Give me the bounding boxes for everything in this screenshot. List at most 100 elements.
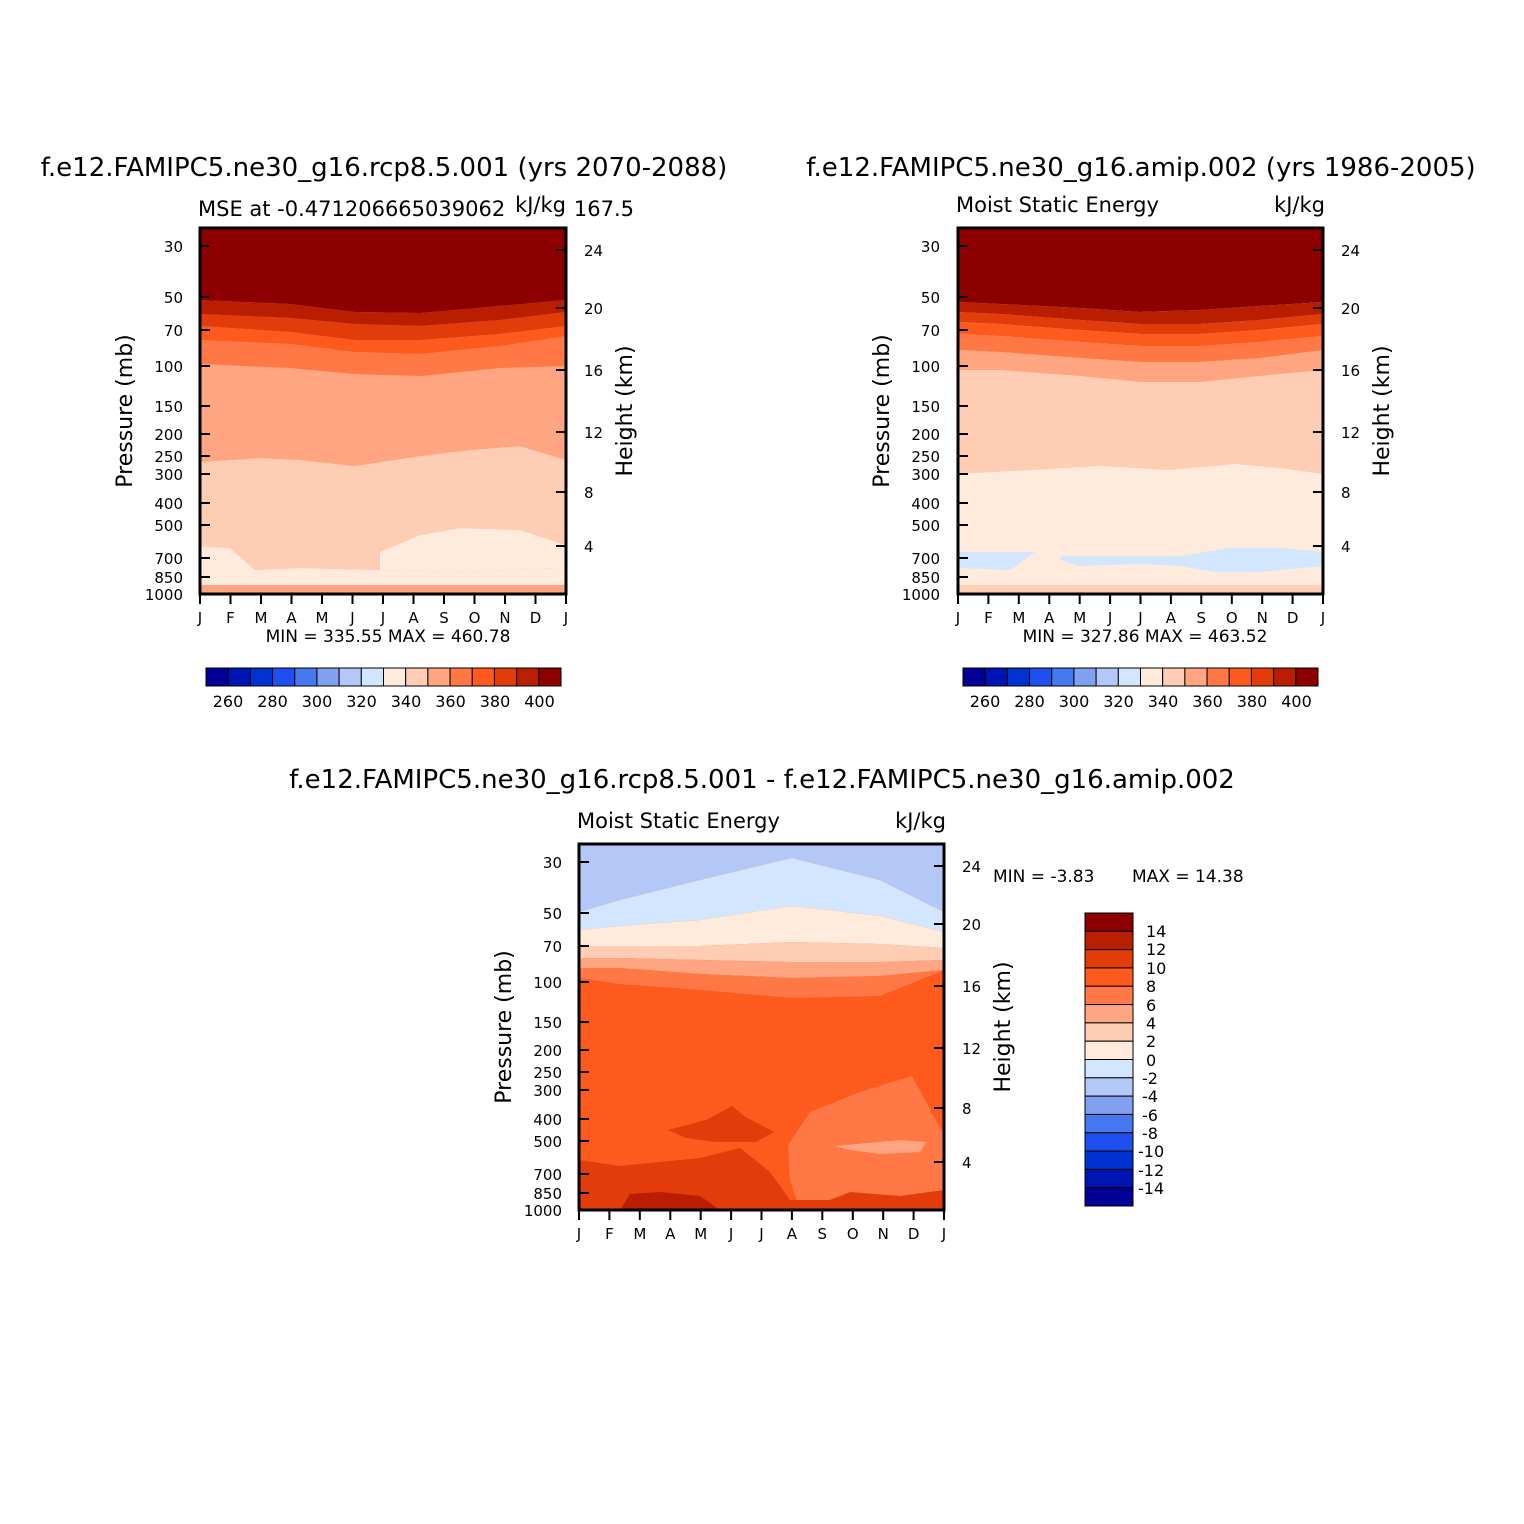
colorbar-cell (1084, 1187, 1134, 1207)
y-tick-700: 700 (154, 550, 183, 568)
height-tick-12: 12 (962, 1040, 981, 1058)
band-ge360 (958, 350, 1323, 382)
colorbar-labels: 260 280 300 320 340 360 380 400 (970, 692, 1312, 711)
colorbar-label: -12 (1138, 1161, 1164, 1180)
height-tick-8: 8 (584, 484, 594, 502)
y-tick-400: 400 (154, 495, 183, 513)
panel-title: f.e12.FAMIPC5.ne30_g16.rcp8.5.001 (yrs 2… (41, 153, 728, 183)
colorbar-cell (1084, 1040, 1134, 1060)
colorbar-cell (272, 667, 296, 687)
band-ge0 (579, 906, 944, 948)
y-tick-30: 30 (921, 238, 940, 256)
colorbar-label: 360 (1192, 692, 1223, 711)
x-tick-nov: N (878, 1225, 889, 1243)
y-tick-70: 70 (543, 938, 562, 956)
panel-subtitle-left: MSE at -0.471206665039062 (198, 197, 505, 221)
x-tick-may: M (694, 1225, 707, 1243)
band-ge8-inner-east (835, 1140, 926, 1154)
y-tick-50: 50 (164, 289, 183, 307)
y-tick-250: 250 (533, 1064, 562, 1082)
colorbar-label: -8 (1142, 1124, 1158, 1143)
y-axis-label: Pressure (mb) (492, 950, 517, 1104)
colorbar-cell (493, 667, 518, 687)
y-tick-30: 30 (164, 238, 183, 256)
colorbar-cell (962, 667, 986, 687)
colorbar-cell (538, 667, 562, 687)
colorbar-cell (1084, 985, 1134, 1006)
colorbar-cell (1084, 1077, 1134, 1097)
y-axis-left: 30 50 70 100 150 200 250 300 400 500 700… (145, 238, 210, 604)
height-tick-4: 4 (584, 538, 594, 556)
colorbar-cell (294, 667, 318, 687)
height-tick-8: 8 (962, 1100, 972, 1118)
colorbar-cell (1029, 667, 1053, 687)
panel-subtitle-overlap: 167.5 (574, 197, 634, 221)
y-tick-50: 50 (921, 289, 940, 307)
y-tick-400: 400 (911, 495, 940, 513)
band-lt-2 (579, 844, 944, 912)
y-tick-300: 300 (533, 1082, 562, 1100)
band-lt340-b (1060, 548, 1323, 572)
x-tick-jan: J (955, 609, 960, 627)
x-axis: J F M A M J J A S O N D J (576, 1210, 946, 1243)
colorbar-cell (1228, 667, 1252, 687)
x-tick-feb: F (226, 609, 235, 627)
colorbar-cell (227, 667, 251, 687)
panel-subtitle-units: kJ/kg (515, 193, 566, 217)
height-tick-16: 16 (962, 978, 981, 996)
colorbar (962, 667, 1319, 687)
height-tick-12: 12 (584, 424, 603, 442)
y-tick-500: 500 (154, 517, 183, 535)
colorbar-label: 260 (213, 692, 244, 711)
y-tick-1000: 1000 (902, 586, 940, 604)
y-axis-left: 30 50 70 100 150 200 250 300 400 500 700… (524, 854, 589, 1220)
x-tick-apr: A (286, 609, 297, 627)
y-tick-300: 300 (911, 466, 940, 484)
colorbar-cell (1117, 667, 1141, 687)
y-axis-right-label: Height (km) (613, 345, 638, 476)
x-tick-jun: J (728, 1225, 733, 1243)
panel-amip: f.e12.FAMIPC5.ne30_g16.amip.002 (yrs 198… (806, 153, 1475, 711)
colorbar-cell (1084, 1059, 1134, 1079)
band-ge4 (579, 958, 944, 978)
y-axis-right: 24 20 16 12 8 4 (556, 242, 603, 556)
colorbar-label: 320 (1103, 692, 1134, 711)
colorbar-cell (984, 667, 1008, 687)
colorbar-cell (1140, 667, 1164, 687)
panel-subtitle-left: Moist Static Energy (577, 809, 780, 833)
colorbar-cell (1084, 1113, 1134, 1134)
colorbar-cell (1184, 667, 1208, 687)
panel-rcp85: f.e12.FAMIPC5.ne30_g16.rcp8.5.001 (yrs 2… (41, 153, 728, 711)
band-ge370 (958, 334, 1323, 362)
band-ge350 (958, 370, 1323, 474)
colorbar-cell (1084, 930, 1134, 951)
x-axis: J F M A M J J A S O N D J (197, 594, 568, 627)
y-axis-label: Pressure (mb) (870, 334, 895, 488)
height-tick-20: 20 (1341, 300, 1360, 318)
y-tick-400: 400 (533, 1111, 562, 1129)
colorbar-label: 400 (524, 692, 555, 711)
panel-difference: f.e12.FAMIPC5.ne30_g16.rcp8.5.001 - f.e1… (289, 765, 1244, 1243)
colorbar-label: 320 (346, 692, 377, 711)
min-stat: MIN = -3.83 (993, 867, 1094, 887)
colorbar-label: -10 (1138, 1142, 1164, 1161)
min-max-stats: MIN = 327.86 MAX = 463.52 (1023, 627, 1268, 647)
y-tick-150: 150 (911, 398, 940, 416)
colorbar-label: 14 (1146, 922, 1166, 941)
colorbar-cell (249, 667, 274, 687)
y-tick-100: 100 (533, 974, 562, 992)
y-tick-500: 500 (533, 1133, 562, 1151)
x-tick-may: M (1073, 609, 1086, 627)
colorbar-cell (1084, 967, 1134, 987)
x-tick-jan-end: J (941, 1225, 946, 1243)
colorbar-cell (516, 667, 540, 687)
y-axis-label: Pressure (mb) (113, 334, 138, 488)
y-tick-150: 150 (533, 1014, 562, 1032)
colorbar-cell (205, 667, 229, 687)
y-axis-right-label: Height (km) (991, 961, 1016, 1092)
colorbar (205, 667, 562, 687)
y-tick-850: 850 (911, 569, 940, 587)
y-tick-700: 700 (533, 1166, 562, 1184)
y-tick-200: 200 (533, 1042, 562, 1060)
colorbar-cell (405, 667, 429, 687)
